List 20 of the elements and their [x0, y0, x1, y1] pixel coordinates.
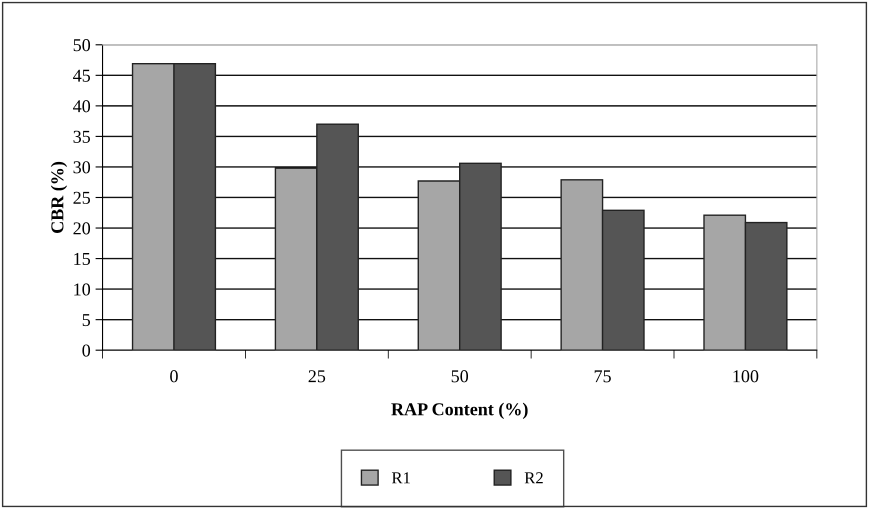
y-tick-label: 10 — [74, 283, 90, 296]
y-tick-label: 50 — [74, 39, 90, 52]
y-tick-label: 15 — [74, 252, 90, 266]
x-tick-label: 100 — [733, 370, 758, 382]
x-tick-label: 25 — [308, 370, 326, 382]
y-tick-label: 0 — [82, 344, 90, 357]
y-tick-label: 40 — [73, 100, 90, 112]
x-tick-label: 50 — [452, 370, 468, 382]
y-axis-title: CBR (%) — [50, 162, 68, 233]
y-tick-label: 20 — [73, 222, 90, 234]
y-tick-label: 45 — [73, 70, 90, 82]
y-tick-label: 35 — [74, 130, 90, 143]
y-tick-label: 30 — [74, 161, 90, 174]
y-tick-label: 25 — [73, 192, 90, 204]
legend-label: R1 — [392, 472, 410, 484]
y-tick-label: 5 — [82, 314, 90, 326]
x-axis-title: RAP Content (%) — [391, 402, 528, 420]
x-tick-label: 75 — [594, 370, 611, 382]
legend-label: R2 — [524, 472, 543, 484]
x-tick-label: 0 — [170, 370, 178, 382]
